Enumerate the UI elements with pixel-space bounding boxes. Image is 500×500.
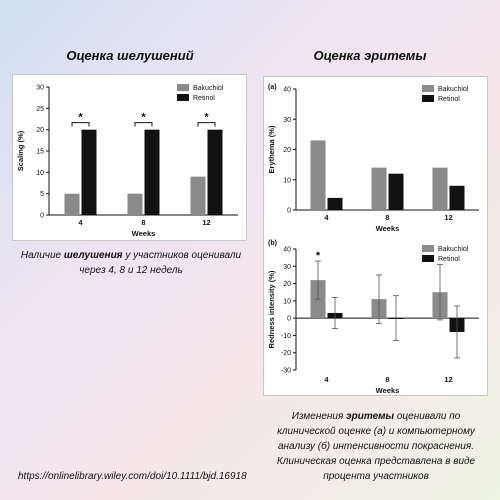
legend-swatch-bakuchiol [422, 245, 434, 252]
legend-swatch-retinol [422, 95, 434, 102]
bar-retinol [327, 197, 343, 210]
x-tick-label: 4 [324, 213, 329, 222]
y-tick-label: 10 [36, 170, 44, 177]
legend-label-bakuchiol: Bakuchiol [193, 85, 224, 92]
x-tick-label: 4 [324, 375, 329, 384]
bar-retinol [81, 129, 97, 215]
panel-label: (a) [268, 84, 277, 91]
scaling-chart: 0 5 10 15 20 25 30 Scaling (%) 4 * 8 * 12 * Weeks Bakuc… [16, 84, 238, 238]
erythema-caption-bold: эритемы [346, 411, 395, 422]
significance-bracket [134, 122, 153, 127]
legend-swatch-retinol [422, 255, 434, 262]
x-axis-label: Weeks [376, 386, 400, 395]
scaling-caption-post: у участников оценивали через 4, 8 и 12 н… [79, 250, 242, 276]
y-axis-label: Erythema (%) [267, 125, 276, 173]
scaling-caption: Наличие шелушения у участников оценивали… [20, 248, 242, 278]
bar-retinol [144, 129, 160, 215]
y-tick-label: 20 [283, 147, 291, 154]
y-tick-label: 30 [283, 264, 291, 271]
scaling-caption-bold: шелушения [63, 250, 123, 261]
significance-bracket [197, 122, 216, 127]
y-tick-label: 25 [36, 106, 44, 113]
bar-retinol [449, 185, 465, 210]
y-tick-label: 30 [283, 117, 291, 124]
y-tick-label: 40 [283, 247, 291, 254]
y-tick-label: 5 [40, 191, 44, 198]
x-axis-label: Weeks [132, 229, 156, 238]
significance-star: * [78, 112, 83, 124]
y-tick-label: 20 [36, 127, 44, 134]
erythema-caption-post: оценивали по клинической оценке (а) и ко… [276, 411, 476, 482]
y-tick-label: 15 [36, 149, 44, 156]
y-tick-label: 0 [40, 213, 44, 220]
scaling-chart-panel: 0 5 10 15 20 25 30 Scaling (%) 4 * 8 * 12 * Weeks Bakuc… [12, 74, 247, 241]
bar-bakuchiol [127, 193, 143, 215]
y-tick-label: 0 [287, 316, 291, 323]
y-tick-label: 20 [283, 281, 291, 288]
x-tick-label: 8 [141, 218, 145, 227]
legend-label-retinol: Retinol [438, 96, 460, 103]
erythema-caption: Изменения эритемы оценивали по клиническ… [262, 409, 490, 484]
legend-label-bakuchiol: Bakuchiol [438, 246, 469, 253]
heading-erythema: Оценка эритемы [313, 48, 427, 63]
significance-bracket [71, 122, 90, 127]
erythema-caption-pre: Изменения [291, 411, 347, 422]
x-tick-label: 12 [444, 375, 452, 384]
bar-bakuchiol [310, 140, 326, 210]
scaling-caption-pre: Наличие [20, 250, 64, 261]
y-tick-label: 10 [283, 177, 291, 184]
x-tick-label: 8 [385, 375, 389, 384]
y-tick-label: 0 [287, 208, 291, 215]
significance-star: * [316, 250, 321, 262]
erythema-chart-panel: (a) 0 10 20 30 40 Erythema (%) 4 8 12 Weeks Bakuchi… [263, 76, 488, 396]
y-tick-label: 30 [36, 85, 44, 92]
bar-bakuchiol [432, 167, 448, 210]
y-tick-label: -10 [281, 333, 291, 340]
x-tick-label: 12 [202, 218, 210, 227]
y-tick-label: -20 [281, 350, 291, 357]
legend-swatch-retinol [177, 94, 189, 101]
legend-label-bakuchiol: Bakuchiol [438, 86, 469, 93]
x-tick-label: 12 [444, 213, 452, 222]
redness-chart: (b) -30 -20 -10 0 10 20 30 40 Redness intensity (… [267, 240, 479, 395]
y-tick-label: 40 [283, 87, 291, 94]
bar-bakuchiol [190, 176, 206, 215]
legend-swatch-bakuchiol [422, 85, 434, 92]
heading-scaling: Оценка шелушений [66, 48, 194, 63]
bar-bakuchiol [64, 193, 80, 215]
y-axis-label: Redness intensity (%) [267, 270, 276, 348]
erythema-chart: (a) 0 10 20 30 40 Erythema (%) 4 8 12 Weeks Bakuchi… [267, 84, 479, 233]
source-link[interactable]: https://onlinelibrary.wiley.com/doi/10.1… [18, 471, 247, 482]
x-tick-label: 8 [385, 213, 389, 222]
bar-retinol [207, 129, 223, 215]
x-tick-label: 4 [78, 218, 83, 227]
significance-star: * [141, 112, 146, 124]
y-tick-label: -30 [281, 368, 291, 375]
significance-star: * [204, 112, 209, 124]
y-tick-label: 10 [283, 298, 291, 305]
legend-label-retinol: Retinol [438, 256, 460, 263]
x-axis-label: Weeks [376, 224, 400, 233]
legend-label-retinol: Retinol [193, 95, 215, 102]
bar-bakuchiol [371, 167, 387, 210]
panel-label: (b) [268, 240, 277, 247]
bar-retinol [388, 173, 404, 210]
legend-swatch-bakuchiol [177, 84, 189, 91]
y-axis-label: Scaling (%) [16, 130, 25, 171]
